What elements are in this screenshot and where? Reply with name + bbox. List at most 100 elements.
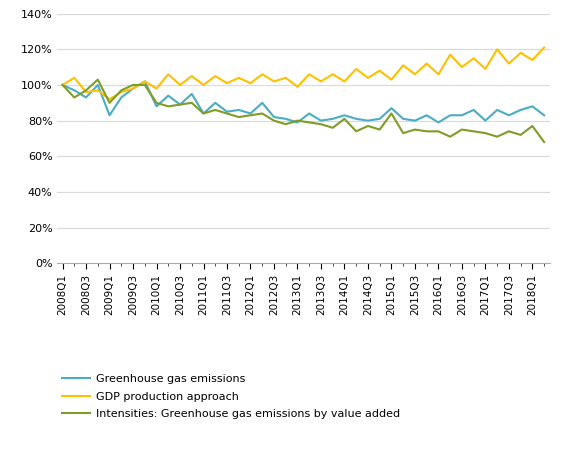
- Greenhouse gas emissions: [259, 100, 265, 105]
- Intensities: Greenhouse gas emissions by value added: (4, 0.9): Greenhouse gas emissions by value added:…: [106, 100, 113, 105]
- Intensities: Greenhouse gas emissions by value added: (34, 0.75): Greenhouse gas emissions by value added:…: [459, 127, 466, 132]
- Greenhouse gas emissions: [83, 95, 90, 100]
- Line: Greenhouse gas emissions: Greenhouse gas emissions: [62, 81, 544, 123]
- Intensities: Greenhouse gas emissions by value added: (18, 0.8): Greenhouse gas emissions by value added:…: [270, 118, 277, 123]
- Greenhouse gas emissions: [412, 118, 418, 123]
- Intensities: Greenhouse gas emissions by value added: (26, 0.77): Greenhouse gas emissions by value added:…: [365, 123, 371, 129]
- GDP production approach: [529, 57, 536, 63]
- GDP production approach: [188, 73, 195, 79]
- Intensities: Greenhouse gas emissions by value added: (12, 0.84): Greenhouse gas emissions by value added:…: [200, 111, 207, 116]
- Intensities: Greenhouse gas emissions by value added: (24, 0.81): Greenhouse gas emissions by value added:…: [341, 116, 348, 122]
- GDP production approach: [447, 52, 454, 57]
- GDP production approach: [165, 72, 172, 77]
- GDP production approach: [176, 82, 183, 88]
- Intensities: Greenhouse gas emissions by value added: (16, 0.83): Greenhouse gas emissions by value added:…: [247, 113, 254, 118]
- Greenhouse gas emissions: [141, 79, 148, 84]
- Greenhouse gas emissions: [270, 114, 277, 120]
- Greenhouse gas emissions: [223, 109, 230, 114]
- GDP production approach: [306, 72, 312, 77]
- Intensities: Greenhouse gas emissions by value added: (30, 0.75): Greenhouse gas emissions by value added:…: [412, 127, 418, 132]
- Intensities: Greenhouse gas emissions by value added: (11, 0.9): Greenhouse gas emissions by value added:…: [188, 100, 195, 105]
- Greenhouse gas emissions: [176, 102, 183, 107]
- Greenhouse gas emissions: [365, 118, 371, 123]
- Greenhouse gas emissions: [318, 118, 324, 123]
- Greenhouse gas emissions: [459, 113, 466, 118]
- Intensities: Greenhouse gas emissions by value added: (6, 1): Greenhouse gas emissions by value added:…: [130, 82, 137, 88]
- Intensities: Greenhouse gas emissions by value added: (5, 0.97): Greenhouse gas emissions by value added:…: [118, 88, 125, 93]
- GDP production approach: [223, 80, 230, 86]
- Intensities: Greenhouse gas emissions by value added: (29, 0.73): Greenhouse gas emissions by value added:…: [400, 130, 407, 136]
- Intensities: Greenhouse gas emissions by value added: (40, 0.77): Greenhouse gas emissions by value added:…: [529, 123, 536, 129]
- Intensities: Greenhouse gas emissions by value added: (22, 0.78): Greenhouse gas emissions by value added:…: [318, 122, 324, 127]
- GDP production approach: [83, 89, 90, 95]
- Greenhouse gas emissions: [447, 113, 454, 118]
- Intensities: Greenhouse gas emissions by value added: (9, 0.88): Greenhouse gas emissions by value added:…: [165, 104, 172, 109]
- Greenhouse gas emissions: [423, 113, 430, 118]
- GDP production approach: [470, 55, 477, 61]
- GDP production approach: [141, 79, 148, 84]
- Greenhouse gas emissions: [130, 86, 137, 91]
- Intensities: Greenhouse gas emissions by value added: (8, 0.9): Greenhouse gas emissions by value added:…: [153, 100, 160, 105]
- Intensities: Greenhouse gas emissions by value added: (37, 0.71): Greenhouse gas emissions by value added:…: [494, 134, 501, 139]
- Greenhouse gas emissions: [470, 107, 477, 113]
- GDP production approach: [259, 72, 265, 77]
- GDP production approach: [200, 82, 207, 88]
- GDP production approach: [376, 68, 383, 74]
- Greenhouse gas emissions: [212, 100, 219, 105]
- Intensities: Greenhouse gas emissions by value added: (20, 0.8): Greenhouse gas emissions by value added:…: [294, 118, 301, 123]
- Intensities: Greenhouse gas emissions by value added: (21, 0.79): Greenhouse gas emissions by value added:…: [306, 120, 312, 125]
- Intensities: Greenhouse gas emissions by value added: (7, 1): Greenhouse gas emissions by value added:…: [141, 82, 148, 88]
- Intensities: Greenhouse gas emissions by value added: (23, 0.76): Greenhouse gas emissions by value added:…: [329, 125, 336, 130]
- GDP production approach: [270, 79, 277, 84]
- Greenhouse gas emissions: [435, 120, 442, 125]
- GDP production approach: [435, 72, 442, 77]
- Intensities: Greenhouse gas emissions by value added: (39, 0.72): Greenhouse gas emissions by value added:…: [517, 132, 524, 138]
- GDP production approach: [505, 61, 512, 66]
- Greenhouse gas emissions: [247, 111, 254, 116]
- GDP production approach: [423, 61, 430, 66]
- Line: GDP production approach: GDP production approach: [62, 48, 544, 99]
- GDP production approach: [459, 64, 466, 70]
- GDP production approach: [212, 73, 219, 79]
- Greenhouse gas emissions: [294, 120, 301, 125]
- Intensities: Greenhouse gas emissions by value added: (28, 0.84): Greenhouse gas emissions by value added:…: [388, 111, 395, 116]
- Greenhouse gas emissions: [165, 93, 172, 99]
- Intensities: Greenhouse gas emissions by value added: (17, 0.84): Greenhouse gas emissions by value added:…: [259, 111, 265, 116]
- GDP production approach: [59, 82, 66, 88]
- GDP production approach: [541, 45, 548, 50]
- Greenhouse gas emissions: [517, 107, 524, 113]
- Intensities: Greenhouse gas emissions by value added: (31, 0.74): Greenhouse gas emissions by value added:…: [423, 128, 430, 134]
- Intensities: Greenhouse gas emissions by value added: (41, 0.68): Greenhouse gas emissions by value added:…: [541, 139, 548, 145]
- Greenhouse gas emissions: [118, 95, 125, 100]
- Intensities: Greenhouse gas emissions by value added: (0, 1): Greenhouse gas emissions by value added:…: [59, 82, 66, 88]
- Greenhouse gas emissions: [388, 105, 395, 111]
- GDP production approach: [118, 89, 125, 95]
- Greenhouse gas emissions: [541, 113, 548, 118]
- Greenhouse gas emissions: [235, 107, 242, 113]
- GDP production approach: [365, 75, 371, 80]
- GDP production approach: [282, 75, 289, 80]
- Greenhouse gas emissions: [353, 116, 359, 122]
- GDP production approach: [71, 75, 78, 80]
- Greenhouse gas emissions: [153, 104, 160, 109]
- Intensities: Greenhouse gas emissions by value added: (15, 0.82): Greenhouse gas emissions by value added:…: [235, 114, 242, 120]
- Greenhouse gas emissions: [341, 113, 348, 118]
- Greenhouse gas emissions: [200, 111, 207, 116]
- Intensities: Greenhouse gas emissions by value added: (19, 0.78): Greenhouse gas emissions by value added:…: [282, 122, 289, 127]
- Greenhouse gas emissions: [59, 82, 66, 88]
- Intensities: Greenhouse gas emissions by value added: (36, 0.73): Greenhouse gas emissions by value added:…: [482, 130, 489, 136]
- GDP production approach: [517, 50, 524, 55]
- Intensities: Greenhouse gas emissions by value added: (35, 0.74): Greenhouse gas emissions by value added:…: [470, 128, 477, 134]
- Greenhouse gas emissions: [329, 116, 336, 122]
- GDP production approach: [294, 84, 301, 89]
- GDP production approach: [247, 80, 254, 86]
- GDP production approach: [106, 97, 113, 102]
- GDP production approach: [318, 79, 324, 84]
- Intensities: Greenhouse gas emissions by value added: (38, 0.74): Greenhouse gas emissions by value added:…: [505, 128, 512, 134]
- Greenhouse gas emissions: [529, 104, 536, 109]
- Intensities: Greenhouse gas emissions by value added: (1, 0.93): Greenhouse gas emissions by value added:…: [71, 95, 78, 100]
- Greenhouse gas emissions: [106, 113, 113, 118]
- Greenhouse gas emissions: [94, 82, 101, 88]
- GDP production approach: [388, 77, 395, 82]
- Legend: Greenhouse gas emissions, GDP production approach, Intensities: Greenhouse gas e: Greenhouse gas emissions, GDP production…: [62, 374, 400, 419]
